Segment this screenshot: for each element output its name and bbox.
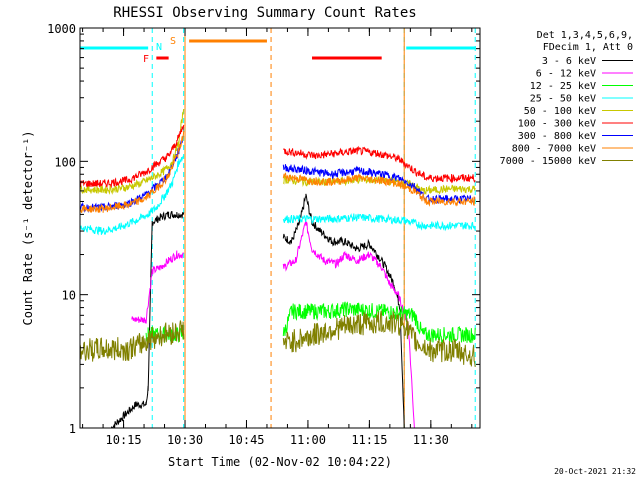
series-line [282, 145, 476, 184]
x-tick-label: 11:30 [413, 433, 449, 447]
plot-area: FNS 1 10 100 1000 10:15 10:30 10:45 11:00 11:15 11… [47, 22, 480, 447]
series-line [79, 124, 185, 189]
y-tick-label: 100 [54, 155, 76, 169]
legend-label: 3 - 6 keV [542, 56, 596, 67]
series-line [282, 163, 476, 205]
legend-label: 50 - 100 keV [524, 106, 596, 117]
x-tick-label: 10:15 [106, 433, 142, 447]
legend-label: 100 - 300 keV [518, 119, 596, 130]
x-tick-label: 11:15 [351, 433, 387, 447]
legend-header: FDecim 1, Att 0 [543, 42, 633, 53]
series-line [282, 193, 405, 429]
y-axis-label: Count Rate (s⁻¹ detector⁻¹) [21, 130, 35, 325]
plot-frame [79, 27, 481, 429]
legend-label: 300 - 800 keV [518, 131, 596, 142]
x-tick-label: 10:45 [228, 433, 264, 447]
timestamp: 20-Oct-2021 21:32 [554, 467, 636, 476]
y-tick-label: 1 [69, 422, 76, 436]
legend: Det 1,3,4,5,6,9,FDecim 1, Att 0 3 - 6 keV… [500, 30, 633, 167]
series-line [79, 155, 185, 236]
series-line [79, 320, 185, 362]
legend-label: 800 - 7000 keV [512, 144, 596, 155]
series-line [79, 131, 185, 213]
series-line [79, 109, 185, 195]
flag-label-f: F [143, 54, 149, 65]
flag-label-s: S [170, 36, 176, 47]
flag-label-n: N [156, 42, 162, 53]
x-tick-label: 11:00 [290, 433, 326, 447]
series-line [282, 221, 415, 429]
series-line [282, 213, 476, 232]
legend-label: 6 - 12 keV [536, 69, 596, 80]
chart-title: RHESSI Observing Summary Count Rates [113, 5, 416, 21]
x-axis-label: Start Time (02-Nov-02 10:04:22) [168, 455, 392, 469]
series-line [131, 250, 184, 324]
y-tick-label: 10 [62, 289, 76, 303]
series-line [110, 211, 185, 429]
legend-label: 25 - 50 keV [530, 94, 596, 105]
legend-header: Det 1,3,4,5,6,9, [537, 30, 633, 41]
legend-label: 12 - 25 keV [530, 81, 596, 92]
series-line [282, 310, 476, 368]
x-tick-label: 10:30 [167, 433, 203, 447]
series-line [282, 172, 476, 207]
y-tick-label: 1000 [47, 22, 76, 36]
legend-label: 7000 - 15000 keV [500, 156, 596, 167]
